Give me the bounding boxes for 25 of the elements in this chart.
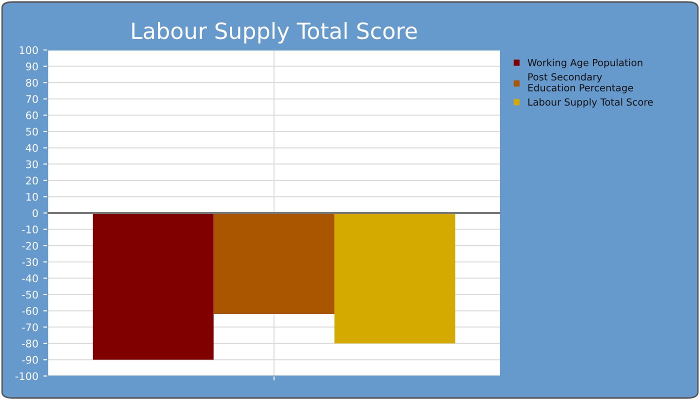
y-tick-label: 40 — [26, 144, 38, 152]
legend-label: Working Age Population — [528, 58, 642, 68]
y-tick-label: -50 — [22, 290, 38, 299]
y-tick-label: 70 — [26, 95, 38, 104]
legend-label: Post Secondary Education Percentage — [528, 73, 634, 94]
y-tick-label: 90 — [26, 62, 38, 70]
y-tick-label: -60 — [22, 307, 38, 315]
y-tick-label: -20 — [22, 242, 38, 250]
y-tick-label: -10 — [22, 226, 38, 234]
y-tick-label: -30 — [22, 258, 38, 266]
y-tick-label: -40 — [22, 274, 38, 282]
y-tick-label: -70 — [22, 323, 38, 332]
y-tick-label: 10 — [26, 192, 38, 201]
y-tick-label: 60 — [26, 111, 38, 120]
chart-title: Labour Supply Total Score — [132, 22, 417, 44]
y-tick-label: -100 — [15, 372, 38, 380]
y-tick-label: 50 — [26, 128, 38, 136]
y-tick-label: 100 — [20, 46, 38, 54]
y-tick-label: -80 — [22, 340, 38, 348]
y-tick-label: -90 — [22, 356, 38, 364]
y-tick-label: 0 — [32, 209, 38, 218]
y-tick-label: 80 — [26, 78, 38, 87]
y-tick-label: 20 — [26, 176, 38, 185]
y-tick-label: 30 — [26, 160, 38, 168]
legend-label: Labour Supply Total Score — [528, 98, 653, 108]
